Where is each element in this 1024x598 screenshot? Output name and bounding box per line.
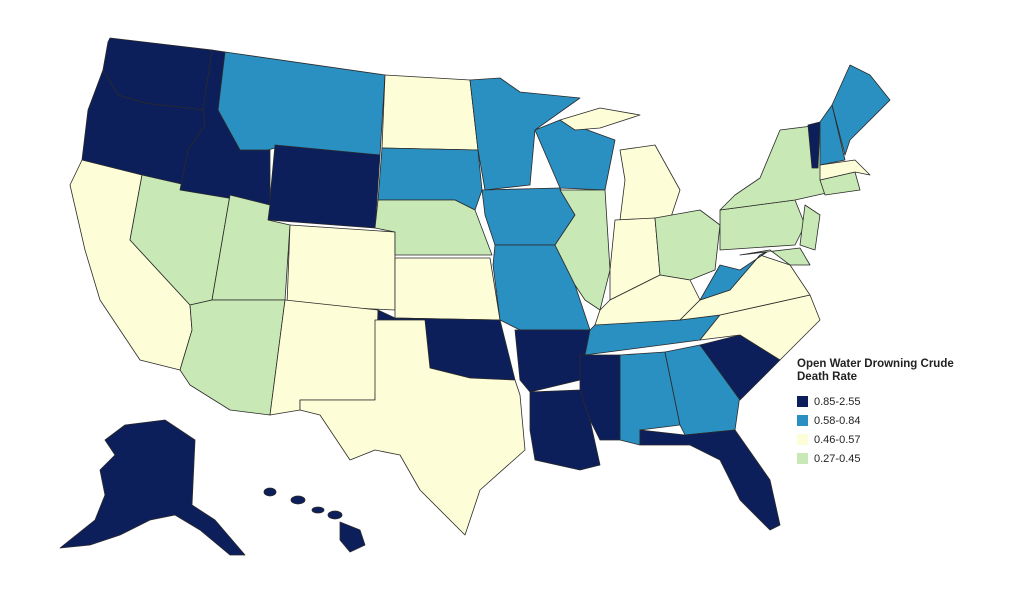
state — [267, 144, 381, 229]
legend-label: 0.27-0.45 — [814, 452, 861, 465]
legend-label: 0.58-0.84 — [814, 414, 861, 427]
state — [554, 189, 611, 311]
state — [217, 51, 386, 156]
legend-title: Open Water Drowning Crude Death Rate — [797, 358, 954, 383]
state — [819, 159, 871, 181]
legend-swatch — [797, 415, 808, 426]
state — [819, 104, 846, 166]
state — [59, 419, 246, 556]
legend-label: 0.85-2.55 — [814, 395, 861, 408]
legend-swatch — [797, 453, 808, 464]
state — [269, 299, 379, 416]
legend-label: 0.46-0.57 — [814, 433, 861, 446]
state — [654, 209, 721, 281]
state — [381, 74, 479, 151]
state — [179, 299, 286, 416]
state — [799, 204, 821, 251]
state — [394, 257, 501, 321]
state — [534, 119, 616, 191]
state — [739, 247, 811, 266]
legend-item: 0.27-0.45 — [797, 449, 977, 468]
state — [286, 224, 396, 311]
legend-swatch — [797, 396, 808, 407]
state — [639, 429, 781, 531]
state — [299, 319, 526, 536]
state — [807, 121, 821, 169]
state — [559, 107, 641, 131]
legend-item: 0.46-0.57 — [797, 430, 977, 449]
legend: Open Water Drowning Crude Death Rate 0.8… — [797, 358, 977, 468]
legend-item: 0.85-2.55 — [797, 392, 977, 411]
state — [514, 329, 591, 393]
state — [263, 487, 366, 553]
state — [374, 199, 493, 256]
legend-item: 0.58-0.84 — [797, 411, 977, 430]
legend-swatch — [797, 434, 808, 445]
state — [619, 144, 681, 221]
state — [831, 64, 891, 156]
